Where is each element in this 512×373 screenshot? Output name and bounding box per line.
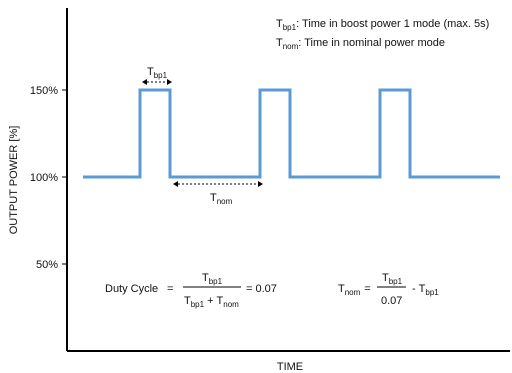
duty-cycle-label: Duty Cycle bbox=[105, 283, 158, 295]
legend-tbp1: Tbp1: Time in boost power 1 mode (max. 5… bbox=[276, 18, 489, 32]
y-tick-label-50: 50% bbox=[36, 259, 58, 271]
duty-cycle-equals: = bbox=[167, 283, 173, 295]
tnom-formula-numerator: Tbp1 bbox=[382, 272, 403, 286]
tnom-arrow-left bbox=[173, 181, 178, 187]
tnom-formula-lhs: Tnom = bbox=[338, 283, 371, 297]
power-series-line bbox=[83, 88, 500, 179]
y-tick-label-100: 100% bbox=[30, 172, 58, 184]
tbp1-arrow-left bbox=[142, 79, 147, 85]
tnom-arrow-right bbox=[258, 181, 263, 187]
tbp1-annotation-label: Tbp1 bbox=[147, 66, 168, 80]
legend-tnom: Tnom: Time in nominal power mode bbox=[276, 37, 445, 51]
duty-cycle-denominator: Tbp1 + Tnom bbox=[184, 295, 239, 309]
tbp1-arrow-right bbox=[167, 79, 172, 85]
tnom-formula-rhs: - Tbp1 bbox=[412, 283, 439, 297]
y-tick-label-150: 150% bbox=[30, 85, 58, 97]
duty-cycle-numerator: Tbp1 bbox=[202, 272, 223, 286]
x-axis-label: TIME bbox=[277, 361, 303, 373]
tnom-annotation-label: Tnom bbox=[210, 192, 233, 206]
y-axis-label: OUTPUT POWER [%] bbox=[8, 126, 20, 235]
tnom-formula-denominator: 0.07 bbox=[381, 295, 402, 307]
duty-cycle-result: = 0.07 bbox=[246, 283, 277, 295]
